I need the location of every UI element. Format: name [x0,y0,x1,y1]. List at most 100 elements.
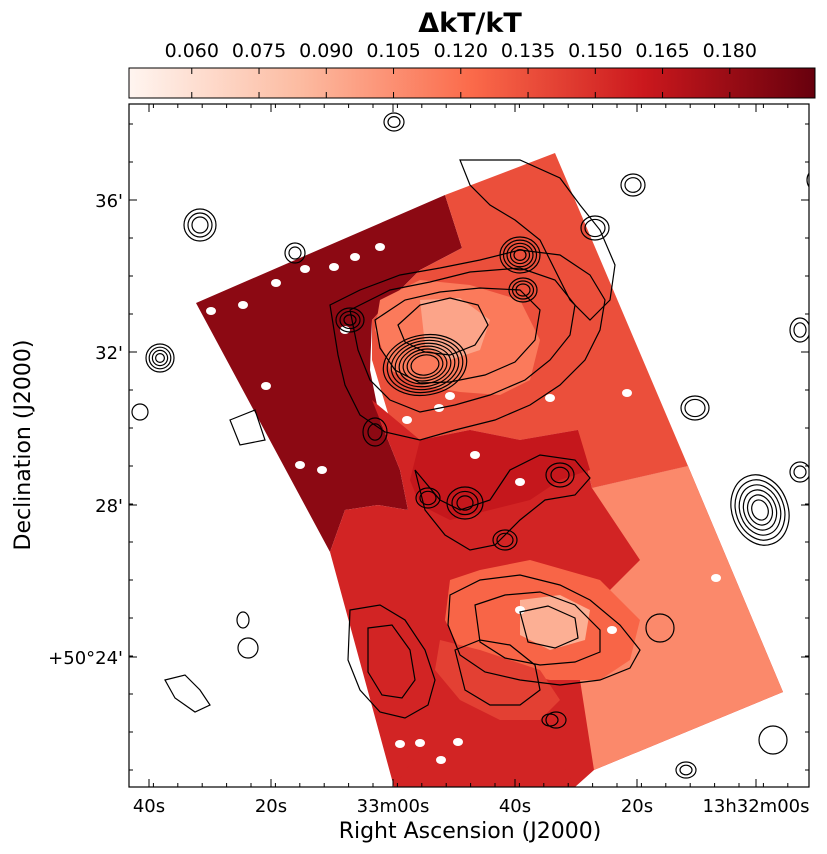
masked-source-6 [375,243,385,251]
contour [456,495,474,511]
masked-source-18 [545,394,555,402]
masked-source-1 [238,301,248,309]
x-tick-label-5: 13h32m00s [702,796,809,817]
masked-source-14 [445,392,455,400]
contour [367,624,416,699]
contour [515,283,531,297]
contour [730,474,790,546]
masked-source-10 [295,461,305,469]
masked-source-21 [453,738,463,746]
contour [288,246,302,260]
contour [414,454,591,551]
contour [151,349,169,367]
contour [550,466,570,484]
masked-source-15 [515,478,525,486]
contour [339,310,361,330]
y-tick-label-2: 28' [95,496,123,517]
contour [343,314,357,326]
colorbar-tick-label-0: 0.060 [165,40,219,62]
contour [751,499,769,521]
x-tick-label-0: 40s [133,796,165,817]
contour [191,216,209,234]
region-south-east [580,466,783,770]
masked-source-2 [271,279,281,287]
masked-source-0 [206,307,216,315]
y-tick-label-3: +50°24' [48,648,123,669]
contour [131,403,149,421]
contour [236,611,250,629]
y-tick-label-1: 32' [95,343,123,364]
y-axis-label: Declination (J2000) [11,340,36,551]
masked-source-8 [261,382,271,390]
contour [684,398,706,418]
region-south-mid [435,640,560,720]
contour [499,236,541,274]
contour [187,212,213,238]
contour [502,239,538,271]
contour [645,613,675,643]
x-tick-label-3: 40s [499,796,531,817]
contour [624,177,642,193]
contour [793,465,807,479]
contour [362,417,388,447]
contour [367,423,383,441]
colorbar-tick-label-6: 0.150 [568,40,622,62]
contour [459,159,616,321]
contour [383,112,405,132]
contour [446,486,484,520]
masked-source-24 [607,626,617,634]
contour [237,637,259,659]
masked-sources [203,243,721,764]
region-west [196,195,462,552]
contour [284,242,306,264]
contour [742,489,778,531]
colorbar-tick-label-1: 0.075 [232,40,286,62]
contour [402,348,448,382]
colorbar-tick-label-5: 0.135 [501,40,555,62]
contour [229,409,266,446]
masked-source-11 [317,466,327,474]
colorbar-tick-label-3: 0.105 [366,40,420,62]
contour [620,173,646,197]
contour [541,713,559,727]
x-axis-label: Right Ascension (J2000) [339,819,602,844]
contour [793,322,807,338]
contour [506,242,534,268]
contour [680,395,710,421]
masked-source-17 [622,389,632,397]
contour [675,761,697,779]
masked-source-4 [329,263,339,271]
contour [519,605,579,649]
contour [474,591,601,666]
colorbar [128,67,816,99]
masked-source-22 [395,740,405,748]
contour [155,353,166,364]
contour [806,172,809,188]
contour [492,529,518,551]
masked-source-26 [470,451,480,459]
contour [397,297,489,356]
contour [164,674,211,713]
masked-source-9 [229,408,239,416]
contour [406,351,444,379]
contour [419,490,437,506]
region-middle-red [410,430,590,520]
contour [394,342,456,388]
x-tick-label-1: 20s [255,796,287,817]
contour [145,343,175,373]
contour [789,461,809,483]
plot-frame [128,103,810,788]
masked-source-3 [300,265,310,273]
contour [508,277,538,303]
contour [183,208,217,242]
contour [382,333,468,397]
contour [447,574,641,686]
colorbar-tick-label-2: 0.090 [299,40,353,62]
contour [758,725,788,755]
contour [811,175,819,185]
contour [545,462,575,488]
colorbar-tick-label-8: 0.180 [703,40,757,62]
x-tick-label-2: 33m00s [357,796,430,817]
masked-source-19 [415,739,425,747]
